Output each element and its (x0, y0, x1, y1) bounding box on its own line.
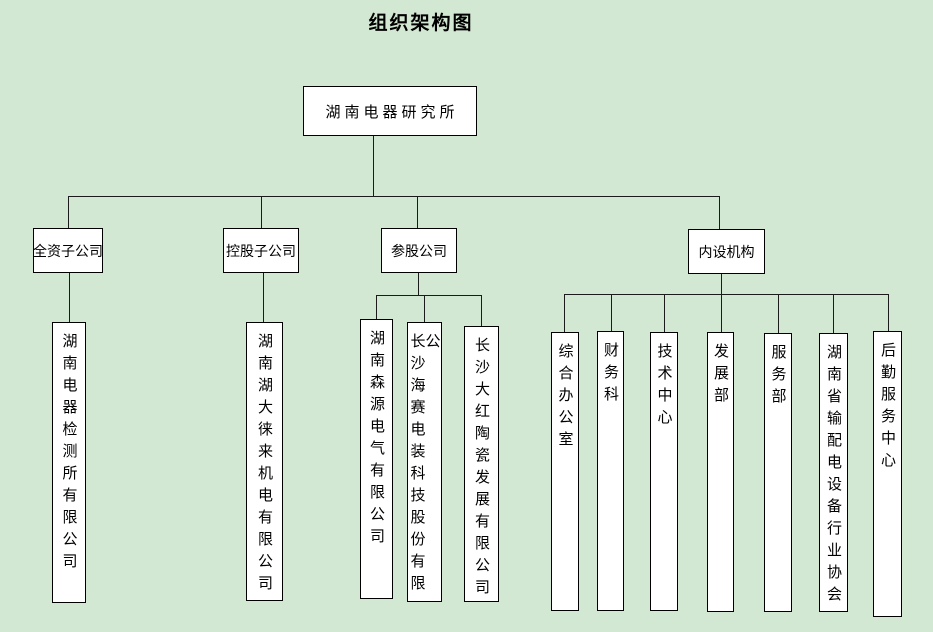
leaf-label: 综合办公室 (556, 343, 574, 453)
node-hudalailai-electromechanical: 湖南湖大徕来机电有限公司 (246, 322, 283, 601)
node-finance-section: 财务科 (597, 331, 624, 611)
connector-group2-rail (376, 295, 482, 296)
connector-stub-leaf-2-0 (376, 295, 377, 319)
leaf-label: 财务科 (602, 342, 619, 408)
node-service-department: 服务部 (764, 333, 792, 612)
page-title: 组织架构图 (368, 13, 474, 34)
node-development-department: 发展部 (707, 332, 734, 612)
leaf-label: 湖南电器检测所有限公司 (60, 333, 78, 575)
node-electric-testing-institute: 湖南电器检测所有限公司 (52, 322, 86, 603)
connector-root-stem (373, 136, 374, 196)
connector-stub-leaf-2-2 (481, 295, 482, 326)
connector-stub-leaf-3-5 (833, 294, 834, 333)
connector-stub-leaf-3-6 (888, 294, 889, 331)
leaf-label: 技术中心 (655, 343, 673, 431)
leaf-label: 服务部 (769, 344, 787, 410)
node-wholly-owned-subsidiary: 全资子公司 (33, 228, 103, 273)
connector-stub-group-2 (417, 196, 418, 228)
node-holding-subsidiary: 控股子公司 (223, 228, 299, 273)
connector-group1-child (263, 272, 264, 322)
connector-stub-leaf-3-2 (664, 294, 665, 332)
leaf-label: 长沙大红陶瓷发展有限公司 (473, 337, 490, 601)
node-dahong-ceramics: 长沙大红陶瓷发展有限公司 (464, 326, 499, 602)
connector-stub-leaf-3-1 (611, 294, 612, 331)
connector-group3-stem (721, 273, 722, 294)
connector-stub-group-3 (719, 196, 720, 229)
node-senyuan-electric: 湖南森源电气有限公司 (360, 319, 393, 599)
connector-level1-rail (68, 196, 720, 197)
node-power-transmission-association: 湖南省输配电设备行业协会 (819, 333, 848, 612)
node-root-institute: 湖南电器研究所 (303, 86, 477, 136)
leaf-label: 后勤服务中心 (879, 342, 896, 474)
connector-group3-rail (564, 294, 889, 295)
connector-stub-leaf-3-3 (721, 294, 722, 332)
leaf-label: 发展部 (712, 343, 729, 409)
connector-stub-group-1 (261, 196, 262, 228)
connector-stub-leaf-3-0 (564, 294, 565, 332)
node-haisai-electronics: 长沙海赛电装科技股份有限公 (407, 322, 442, 602)
connector-stub-leaf-3-4 (778, 294, 779, 333)
connector-stub-group-0 (68, 196, 69, 228)
node-general-office: 综合办公室 (551, 332, 579, 611)
connector-group0-child (69, 272, 70, 322)
leaf-label: 长沙海赛电装科技股份有限公 (408, 333, 441, 597)
node-invested-company: 参股公司 (381, 228, 457, 273)
node-technology-center: 技术中心 (650, 332, 678, 611)
leaf-label: 湖南湖大徕来机电有限公司 (256, 333, 273, 597)
node-logistics-service-center: 后勤服务中心 (873, 331, 902, 617)
node-internal-departments: 内设机构 (688, 229, 765, 274)
leaf-label: 湖南省输配电设备行业协会 (825, 344, 842, 608)
connector-group2-stem (418, 272, 419, 295)
connector-stub-leaf-2-1 (424, 295, 425, 322)
leaf-label: 湖南森源电气有限公司 (368, 330, 385, 550)
